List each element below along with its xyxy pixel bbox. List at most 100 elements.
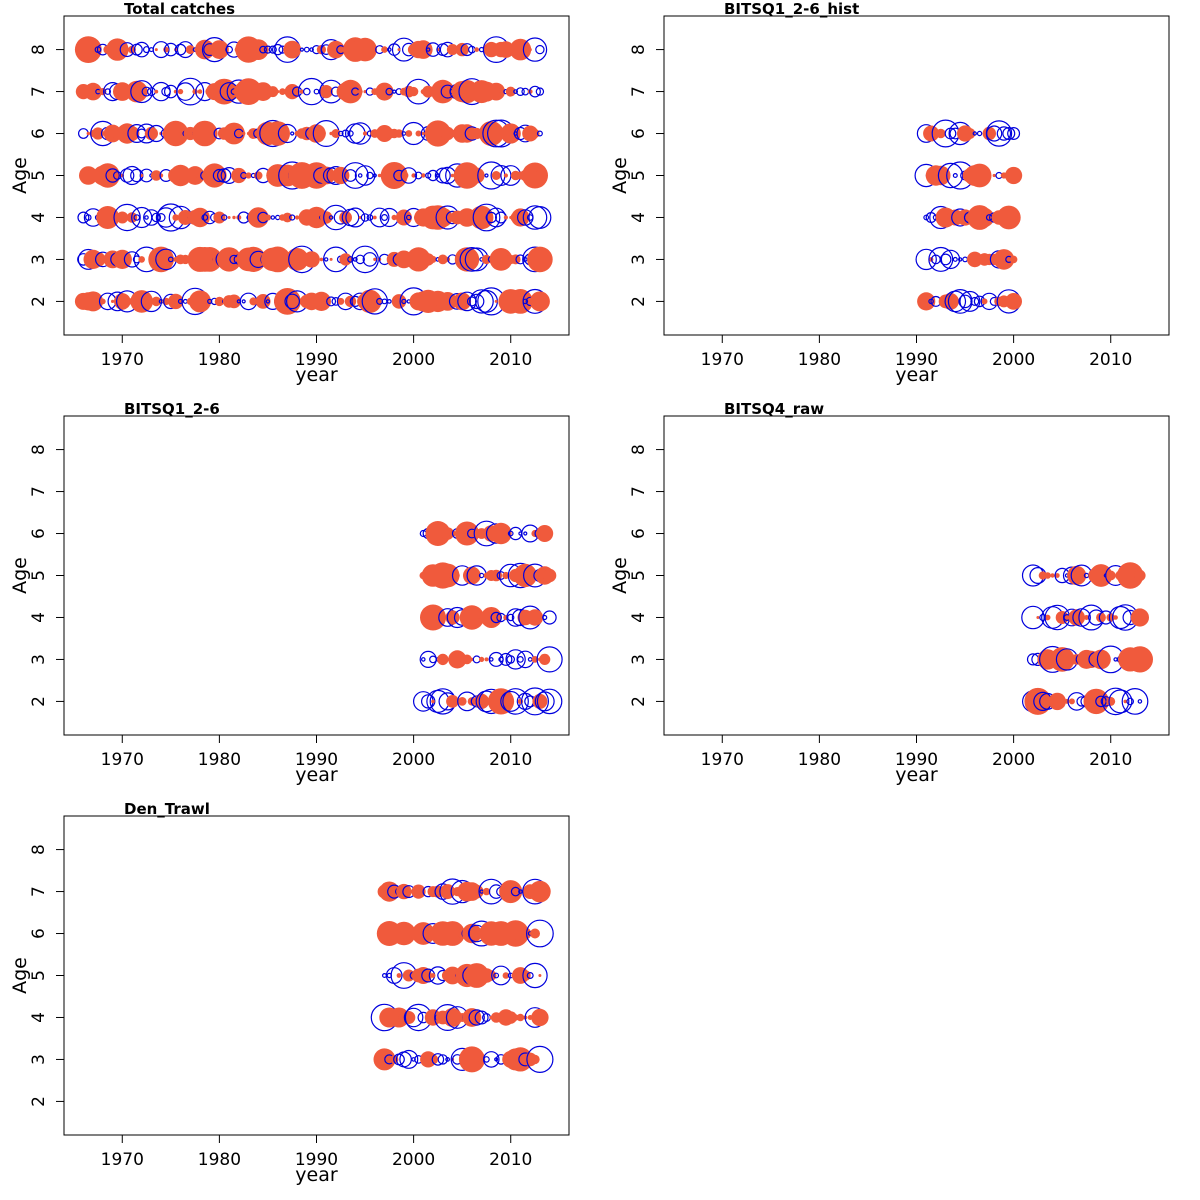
positive-residual-bubble: [202, 163, 227, 188]
positive-residual-bubble: [503, 215, 508, 220]
negative-residual-bubble: [985, 120, 1013, 147]
y-tick-label: 5: [29, 170, 49, 181]
positive-residual-bubble: [195, 39, 215, 60]
x-axis-title: year: [295, 764, 338, 786]
positive-residual-bubble: [516, 1013, 525, 1022]
bubble-layer: [1021, 562, 1153, 716]
negative-residual-bubble: [1021, 605, 1045, 630]
positive-residual-bubble: [422, 85, 435, 98]
positive-residual-bubble: [531, 1008, 549, 1027]
negative-residual-bubble: [302, 87, 311, 96]
y-tick-label: 6: [29, 128, 49, 139]
positive-residual-bubble: [267, 86, 279, 98]
negative-residual-bubble: [427, 169, 439, 182]
positive-residual-bubble: [317, 129, 326, 138]
negative-residual-bubble: [1121, 688, 1149, 715]
positive-residual-bubble: [307, 124, 326, 143]
plot-frame: [663, 15, 1170, 336]
positive-residual-bubble: [283, 40, 302, 59]
y-tick-label: 6: [629, 128, 649, 139]
negative-residual-bubble: [309, 47, 314, 52]
positive-residual-bubble: [1036, 616, 1040, 619]
positive-residual-bubble: [422, 253, 435, 266]
positive-residual-bubble: [454, 573, 460, 578]
positive-residual-bubble: [446, 44, 459, 56]
negative-residual-bubble: [405, 214, 412, 221]
positive-residual-bubble: [210, 40, 229, 59]
x-tick-label: 2010: [489, 750, 532, 770]
negative-residual-bubble: [526, 1045, 554, 1074]
y-tick-label: 4: [29, 612, 49, 623]
positive-residual-bubble: [148, 246, 174, 273]
positive-residual-bubble: [112, 249, 132, 269]
negative-residual-bubble: [962, 256, 968, 263]
negative-residual-bubble: [1126, 697, 1135, 706]
y-tick-label: 7: [29, 86, 49, 97]
y-tick-label: 8: [29, 44, 49, 55]
positive-residual-bubble: [437, 653, 449, 666]
positive-residual-bubble: [381, 46, 388, 53]
y-tick-label: 4: [629, 212, 649, 223]
positive-residual-bubble: [154, 48, 158, 52]
positive-residual-bubble: [505, 86, 516, 97]
positive-residual-bubble: [222, 48, 226, 52]
positive-residual-bubble: [295, 215, 300, 220]
negative-residual-bubble: [354, 165, 376, 186]
positive-residual-bubble: [502, 972, 510, 979]
negative-residual-bubble: [915, 248, 937, 271]
positive-residual-bubble: [469, 205, 494, 230]
negative-residual-bubble: [484, 173, 489, 178]
negative-residual-bubble: [400, 167, 418, 184]
positive-residual-bubble: [435, 563, 460, 588]
negative-residual-bubble: [468, 1009, 485, 1026]
positive-residual-bubble: [394, 129, 404, 138]
positive-residual-bubble: [377, 173, 382, 178]
negative-residual-bubble: [241, 299, 246, 304]
positive-residual-bubble: [373, 257, 377, 261]
negative-residual-bubble: [366, 214, 374, 221]
positive-residual-bubble: [319, 85, 333, 99]
positive-residual-bubble: [391, 214, 397, 221]
positive-residual-bubble: [457, 697, 467, 706]
negative-residual-bubble: [526, 971, 534, 979]
y-tick-label: 8: [629, 44, 649, 55]
positive-residual-bubble: [111, 299, 115, 303]
positive-residual-bubble: [424, 120, 451, 147]
positive-residual-bubble: [474, 47, 480, 52]
x-tick-label: 2000: [992, 750, 1035, 770]
negative-residual-bubble: [372, 173, 377, 178]
panel-5: Den_Trawl 1970 1980 1990 2000 2010 2 3 4 5 6 7 8 year…: [9, 800, 570, 1186]
positive-residual-bubble: [279, 88, 286, 95]
positive-residual-bubble: [1044, 572, 1051, 579]
positive-residual-bubble: [546, 530, 553, 537]
positive-residual-bubble: [236, 215, 242, 220]
positive-residual-bubble: [1123, 699, 1128, 704]
y-tick-label: 3: [29, 1054, 49, 1065]
positive-residual-bubble: [397, 48, 401, 52]
positive-residual-bubble: [455, 42, 469, 57]
negative-residual-bubble: [143, 209, 160, 226]
x-axis-title: year: [895, 764, 938, 786]
positive-residual-bubble: [482, 887, 491, 896]
positive-residual-bubble: [931, 165, 951, 186]
positive-residual-bubble: [453, 292, 472, 311]
negative-residual-bubble: [77, 211, 90, 224]
positive-residual-bubble: [484, 657, 489, 662]
negative-residual-bubble: [272, 43, 284, 56]
negative-residual-bubble: [482, 1051, 500, 1068]
positive-residual-bubble: [528, 48, 532, 52]
positive-residual-bubble: [216, 247, 242, 272]
negative-residual-bubble: [381, 214, 389, 222]
positive-residual-bubble: [1117, 562, 1144, 589]
positive-residual-bubble: [527, 246, 553, 273]
positive-residual-bubble: [96, 206, 120, 229]
y-tick-label: 3: [29, 654, 49, 665]
negative-residual-bubble: [381, 298, 388, 305]
positive-residual-bubble: [457, 124, 477, 143]
positive-residual-bubble: [172, 214, 179, 221]
positive-residual-bubble: [538, 974, 542, 977]
negative-residual-bubble: [326, 296, 337, 307]
negative-residual-bubble: [369, 207, 390, 228]
negative-residual-bubble: [505, 649, 526, 670]
y-tick-label: 2: [629, 696, 649, 707]
